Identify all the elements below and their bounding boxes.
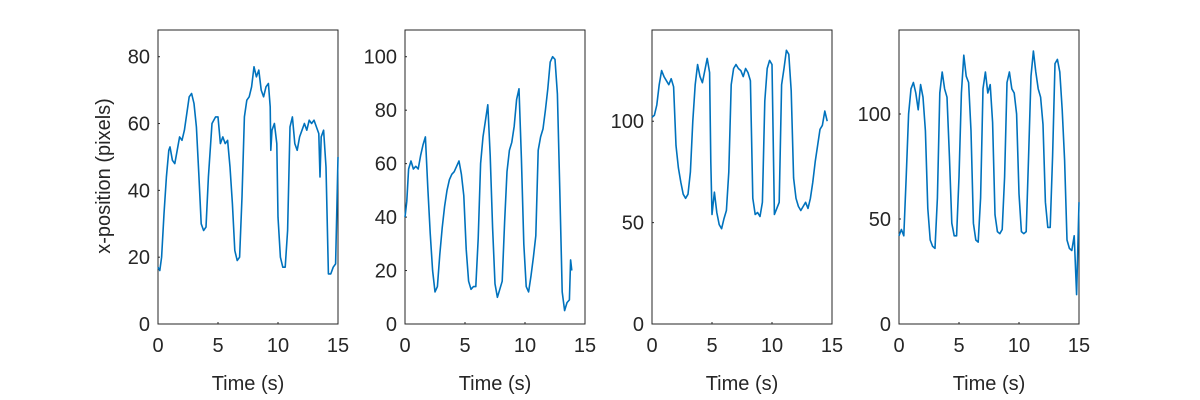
y-tick-label: 0 bbox=[880, 314, 891, 336]
y-tick-label: 80 bbox=[375, 100, 397, 122]
y-tick-label: 50 bbox=[622, 213, 644, 235]
x-tick-label: 5 bbox=[706, 335, 717, 357]
y-tick-label: 0 bbox=[139, 314, 150, 336]
x-tick-label: 0 bbox=[399, 335, 410, 357]
panel-1: 0 5 10 15 0 20 40 60 80 Time (s) bbox=[128, 29, 349, 395]
y-tick-label: 20 bbox=[128, 247, 150, 269]
x-axis-label: Time (s) bbox=[459, 373, 532, 395]
series-line-3 bbox=[651, 49, 828, 230]
x-tick-label: 0 bbox=[152, 335, 163, 357]
x-tick-label: 5 bbox=[212, 335, 223, 357]
panel-2: 0 5 10 15 0 20 40 60 80 100 Time (s) bbox=[364, 29, 596, 395]
x-tick-label: 5 bbox=[459, 335, 470, 357]
x-axis-label: Time (s) bbox=[706, 373, 779, 395]
x-tick-label: 10 bbox=[1008, 335, 1030, 357]
y-tick-label: 100 bbox=[364, 47, 397, 69]
y-tick-label: 60 bbox=[128, 114, 150, 136]
x-tick-label: 15 bbox=[821, 335, 843, 357]
axes-box bbox=[651, 29, 833, 325]
x-tick-label: 15 bbox=[327, 335, 349, 357]
x-tick-label: 0 bbox=[646, 335, 657, 357]
x-tick-label: 10 bbox=[761, 335, 783, 357]
y-tick-label: 20 bbox=[375, 261, 397, 283]
panels: 0 5 10 15 0 20 40 60 80 Time (s) 0 5 10 15 0 20 40 60 80 10… bbox=[128, 29, 1090, 395]
panel-4: 0 5 10 15 0 50 100 Time (s) bbox=[858, 29, 1090, 395]
x-axis-label: Time (s) bbox=[953, 373, 1026, 395]
x-tick-label: 15 bbox=[574, 335, 596, 357]
series-line-1 bbox=[157, 66, 339, 275]
x-axis-label: Time (s) bbox=[212, 373, 285, 395]
x-tick-label: 15 bbox=[1068, 335, 1090, 357]
x-tick-label: 10 bbox=[514, 335, 536, 357]
axes-box bbox=[404, 29, 586, 325]
series-line-2 bbox=[404, 55, 573, 312]
series-line-4 bbox=[898, 50, 1080, 296]
y-tick-label: 50 bbox=[869, 209, 891, 231]
y-tick-label: 100 bbox=[611, 111, 644, 133]
y-tick-label: 40 bbox=[375, 207, 397, 229]
y-axis-label: x-position (pixels) bbox=[93, 98, 115, 254]
y-tick-label: 80 bbox=[128, 47, 150, 69]
y-tick-label: 100 bbox=[858, 104, 891, 126]
x-tick-label: 5 bbox=[953, 335, 964, 357]
x-tick-label: 10 bbox=[267, 335, 289, 357]
x-tick-label: 0 bbox=[893, 335, 904, 357]
y-tick-label: 40 bbox=[128, 180, 150, 202]
axes-box bbox=[898, 29, 1080, 325]
panel-3: 0 5 10 15 0 50 100 Time (s) bbox=[611, 29, 843, 395]
y-tick-label: 60 bbox=[375, 154, 397, 176]
y-tick-label: 0 bbox=[386, 314, 397, 336]
y-tick-label: 0 bbox=[633, 314, 644, 336]
